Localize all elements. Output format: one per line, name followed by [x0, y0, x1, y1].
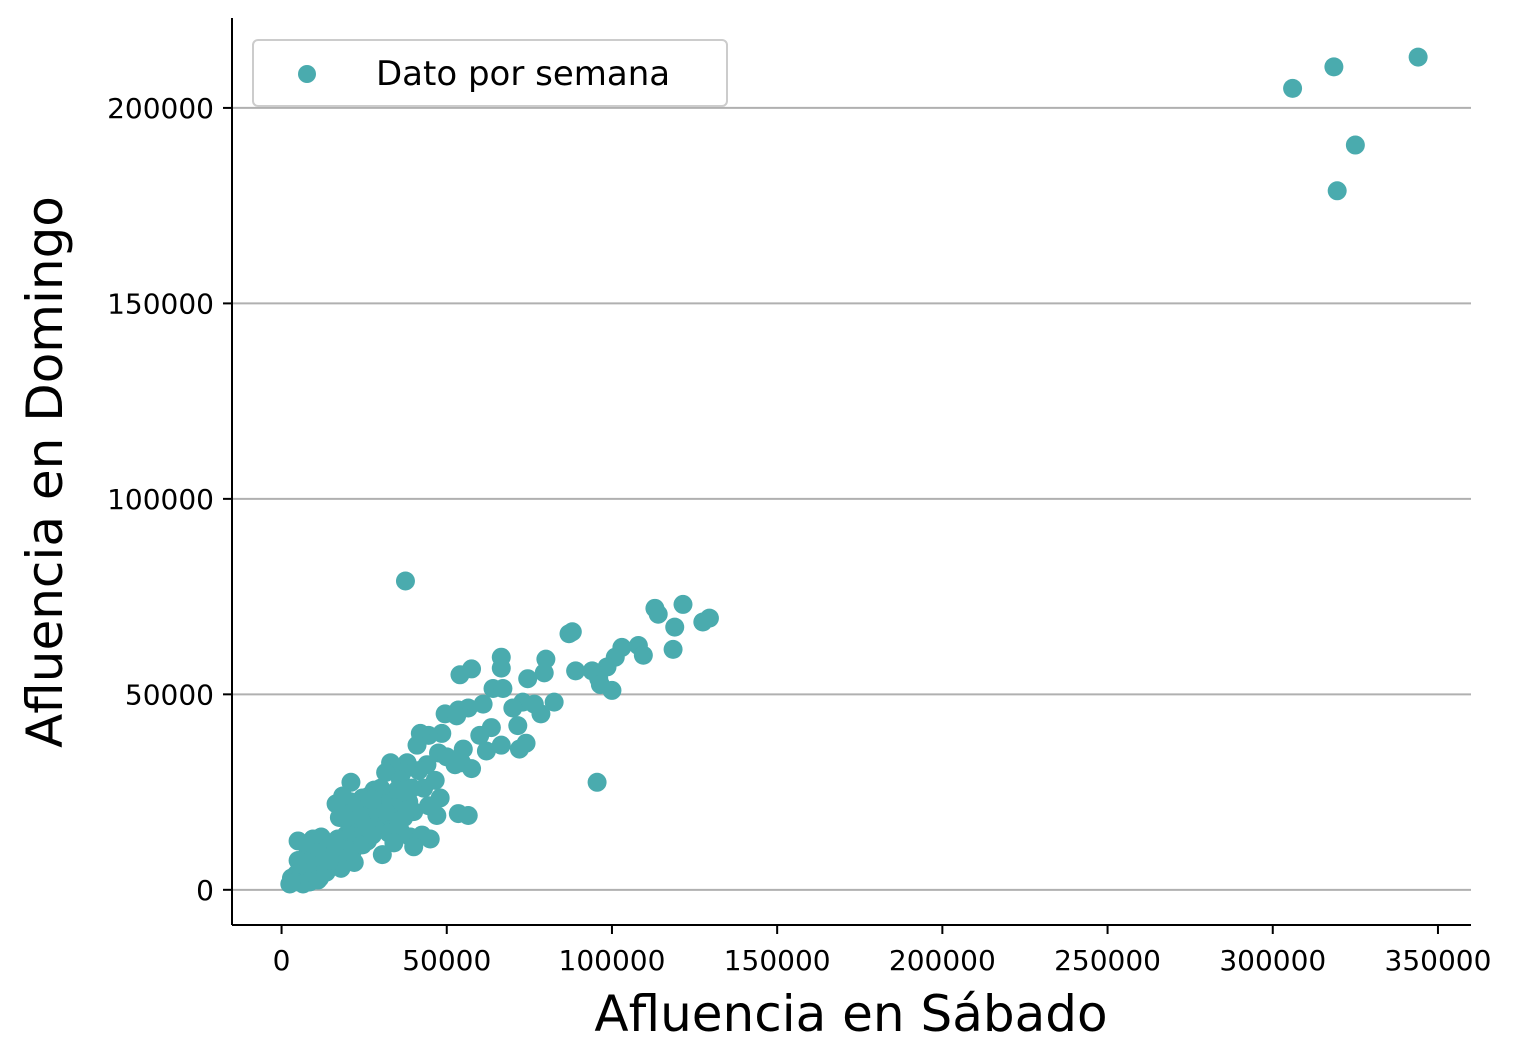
scatter-point: [404, 837, 424, 857]
scatter-point: [544, 692, 564, 712]
legend-label: Dato por semana: [376, 54, 670, 94]
scatter-point: [509, 739, 529, 759]
scatter-point: [395, 571, 415, 591]
scatter-point: [693, 612, 713, 632]
y-tick-label: 200000: [107, 92, 214, 125]
y-gridlines: [232, 106, 1471, 891]
scatter-point: [673, 594, 693, 614]
scatter-point: [445, 755, 465, 775]
scatter-point: [473, 694, 493, 714]
scatter-point: [458, 806, 478, 826]
scatter-point: [665, 617, 685, 637]
scatter-point: [362, 790, 382, 810]
scatter-point: [648, 604, 668, 624]
x-ticks: 0 50000 100000 150000 200000 250000 300000 3500…: [273, 925, 1492, 977]
scatter-point: [450, 665, 470, 685]
scatter-point: [425, 770, 445, 790]
scatter-point: [508, 716, 528, 736]
scatter-point: [1327, 181, 1347, 201]
x-tick-label: 50000: [402, 944, 491, 977]
scatter-point: [493, 678, 513, 698]
scatter-point: [349, 806, 369, 826]
x-axis-title: Afluencia en Sábado: [594, 985, 1107, 1043]
scatter-point: [562, 622, 582, 642]
scatter-point: [531, 704, 551, 724]
x-tick-label: 0: [273, 944, 291, 977]
scatter-point: [1345, 135, 1365, 155]
scatter-point: [566, 661, 586, 681]
scatter-point: [534, 663, 554, 683]
scatter-point: [384, 833, 404, 853]
scatter-point: [518, 669, 538, 689]
scatter-point: [341, 772, 361, 792]
scatter-point: [1283, 78, 1303, 98]
scatter-point: [376, 802, 396, 822]
scatter-point: [1324, 57, 1344, 77]
scatter-point: [420, 829, 440, 849]
scatter-point: [326, 794, 346, 814]
x-tick-label: 250000: [1054, 944, 1161, 977]
scatter-point: [397, 800, 417, 820]
scatter-point: [503, 698, 523, 718]
x-tick-label: 200000: [889, 944, 996, 977]
y-tick-label: 0: [196, 874, 214, 907]
x-tick-label: 150000: [724, 944, 831, 977]
scatter-point: [476, 741, 496, 761]
scatter-point: [453, 739, 473, 759]
scatter-point: [372, 845, 392, 865]
x-tick-label: 100000: [559, 944, 666, 977]
scatter-point: [582, 661, 602, 681]
y-tick-label: 150000: [107, 287, 214, 320]
scatter-point: [491, 735, 511, 755]
scatter-point: [376, 763, 396, 783]
scatter-point: [447, 706, 467, 726]
scatter-points: [280, 47, 1428, 894]
scatter-point: [633, 645, 653, 665]
scatter-point: [491, 658, 511, 678]
scatter-point: [602, 680, 622, 700]
y-axis-title: Afluencia en Domingo: [16, 196, 74, 748]
scatter-point: [1408, 47, 1428, 67]
scatter-point: [326, 837, 346, 857]
legend-frame: [252, 39, 728, 107]
scatter-point: [587, 772, 607, 792]
x-tick-label: 350000: [1385, 944, 1492, 977]
scatter-point: [663, 639, 683, 659]
scatter-point: [419, 796, 439, 816]
scatter-point: [470, 725, 490, 745]
legend: Dato por semana: [252, 39, 728, 107]
y-ticks: 0 50000 100000 150000 200000: [107, 92, 232, 907]
y-tick-label: 50000: [125, 678, 214, 711]
y-tick-label: 100000: [107, 483, 214, 516]
legend-marker: [298, 65, 316, 83]
scatter-point: [407, 735, 427, 755]
x-tick-label: 300000: [1219, 944, 1326, 977]
